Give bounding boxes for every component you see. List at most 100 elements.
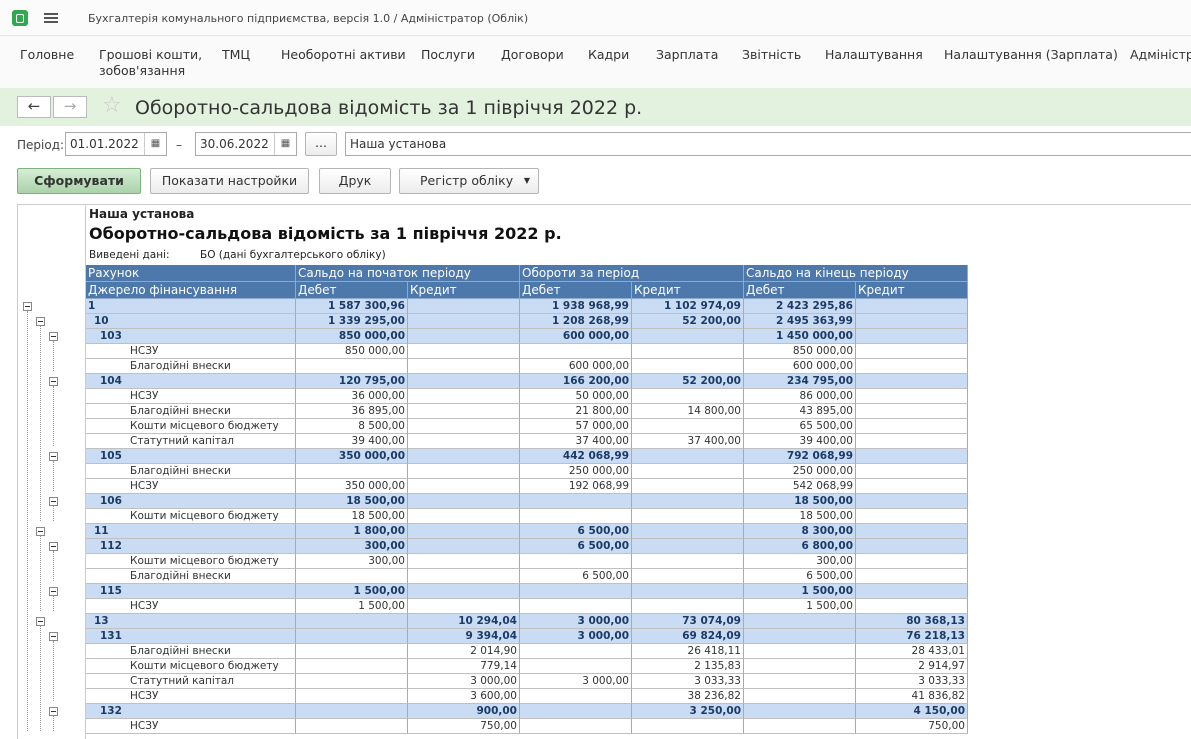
collapse-toggle[interactable] xyxy=(36,617,45,626)
amount-cell: 2 135,83 xyxy=(632,659,744,674)
amount-cell: 6 500,00 xyxy=(520,539,632,554)
calendar-button[interactable]: ▦ xyxy=(274,133,296,155)
amount-cell xyxy=(856,464,968,479)
register-label: Регістр обліку xyxy=(420,173,514,188)
amount-cell xyxy=(632,329,744,344)
register-button[interactable]: Регістр обліку ▼ xyxy=(399,168,539,194)
header-cell: Кредит xyxy=(408,282,520,299)
tree-line xyxy=(53,341,54,371)
amount-cell: 2 014,90 xyxy=(408,644,520,659)
date-to-input[interactable]: 30.06.2022 ▦ xyxy=(195,132,297,156)
tree-line xyxy=(27,311,28,731)
amount-cell xyxy=(408,299,520,314)
collapse-toggle[interactable] xyxy=(49,332,58,341)
menu-item[interactable]: Необоротні активи xyxy=(281,47,406,62)
generate-button[interactable]: Сформувати xyxy=(17,168,141,194)
amount-cell: 50 000,00 xyxy=(520,389,632,404)
settings-button[interactable]: Показати настройки xyxy=(150,168,309,194)
data-value: БО (дані бухгалтерського обліку) xyxy=(200,249,386,261)
amount-cell xyxy=(744,614,856,629)
amount-cell xyxy=(520,509,632,524)
collapse-toggle[interactable] xyxy=(49,497,58,506)
amount-cell xyxy=(296,644,408,659)
amount-cell: 1 500,00 xyxy=(296,599,408,614)
amount-cell: 26 418,11 xyxy=(632,644,744,659)
tree-line xyxy=(40,626,41,731)
amount-cell: 18 500,00 xyxy=(744,509,856,524)
organization-input[interactable]: Наша установа xyxy=(345,132,1191,156)
menu-item[interactable]: Грошові кошти, зобов'язання xyxy=(99,47,203,78)
back-button[interactable]: ← xyxy=(17,96,51,118)
menu-item[interactable]: Звітність xyxy=(742,47,802,62)
menu-item[interactable]: Налаштування xyxy=(825,47,923,62)
period-dash: – xyxy=(176,138,182,152)
amount-cell: 6 800,00 xyxy=(744,539,856,554)
section-menu: Головне Грошові кошти, зобов'язання ТМЦ … xyxy=(0,36,1191,88)
amount-cell: 18 500,00 xyxy=(296,494,408,509)
amount-cell xyxy=(632,569,744,584)
amount-cell: 86 000,00 xyxy=(744,389,856,404)
collapse-toggle[interactable] xyxy=(36,527,45,536)
amount-cell xyxy=(632,719,744,734)
collapse-toggle[interactable] xyxy=(23,302,32,311)
amount-cell: 6 500,00 xyxy=(520,524,632,539)
print-button[interactable]: Друк xyxy=(319,168,391,194)
menu-item[interactable]: Зарплата xyxy=(656,47,719,62)
header-cell: Рахунок xyxy=(86,265,296,282)
amount-cell: 21 800,00 xyxy=(520,404,632,419)
amount-cell xyxy=(408,509,520,524)
amount-cell xyxy=(408,419,520,434)
account-cell: Благодійні внески xyxy=(86,359,296,374)
menu-item[interactable]: Адміністрування xyxy=(1130,47,1191,62)
menu-item[interactable]: Договори xyxy=(501,47,564,62)
menu-item[interactable]: Кадри xyxy=(588,47,630,62)
collapse-toggle[interactable] xyxy=(36,317,45,326)
amount-cell xyxy=(856,314,968,329)
amount-cell xyxy=(408,524,520,539)
period-select-button[interactable]: ... xyxy=(305,132,337,156)
amount-cell: 36 000,00 xyxy=(296,389,408,404)
amount-cell: 52 200,00 xyxy=(632,374,744,389)
menu-item[interactable]: Налаштування (Зарплата) xyxy=(944,47,1118,62)
menu-item[interactable]: ТМЦ xyxy=(222,47,251,62)
amount-cell xyxy=(744,659,856,674)
amount-cell: 350 000,00 xyxy=(296,479,408,494)
collapse-toggle[interactable] xyxy=(49,452,58,461)
amount-cell xyxy=(632,494,744,509)
header-cell: Дебет xyxy=(520,282,632,299)
collapse-toggle[interactable] xyxy=(49,632,58,641)
collapse-toggle[interactable] xyxy=(49,377,58,386)
menu-item[interactable]: Головне xyxy=(20,47,75,62)
account-cell: 115 xyxy=(86,584,296,599)
amount-cell: 18 500,00 xyxy=(744,494,856,509)
collapse-toggle[interactable] xyxy=(49,542,58,551)
collapse-toggle[interactable] xyxy=(49,587,58,596)
app-logo[interactable] xyxy=(12,10,28,26)
amount-cell xyxy=(744,719,856,734)
amount-cell xyxy=(632,449,744,464)
header-cell: Кредит xyxy=(856,282,968,299)
amount-cell: 3 000,00 xyxy=(520,674,632,689)
amount-cell: 542 068,99 xyxy=(744,479,856,494)
account-cell: Благодійні внески xyxy=(86,404,296,419)
main-menu-button[interactable] xyxy=(44,13,58,23)
account-cell: НСЗУ xyxy=(86,479,296,494)
amount-cell xyxy=(520,719,632,734)
calendar-button[interactable]: ▦ xyxy=(144,133,166,155)
forward-button[interactable]: → xyxy=(53,96,87,118)
amount-cell xyxy=(296,614,408,629)
amount-cell: 38 236,82 xyxy=(632,689,744,704)
amount-cell: 120 795,00 xyxy=(296,374,408,389)
report-title: Оборотно-сальдова відомість за 1 піврічч… xyxy=(89,224,562,243)
account-cell: НСЗУ xyxy=(86,599,296,614)
amount-cell: 2 914,97 xyxy=(856,659,968,674)
amount-cell: 4 150,00 xyxy=(856,704,968,719)
date-from-input[interactable]: 01.01.2022 ▦ xyxy=(65,132,167,156)
favorite-star[interactable]: ☆ xyxy=(102,93,122,118)
amount-cell xyxy=(520,494,632,509)
menu-item[interactable]: Послуги xyxy=(421,47,475,62)
report-area: Наша установа Оборотно-сальдова відоміст… xyxy=(17,204,1191,739)
collapse-toggle[interactable] xyxy=(49,707,58,716)
amount-cell: 57 000,00 xyxy=(520,419,632,434)
